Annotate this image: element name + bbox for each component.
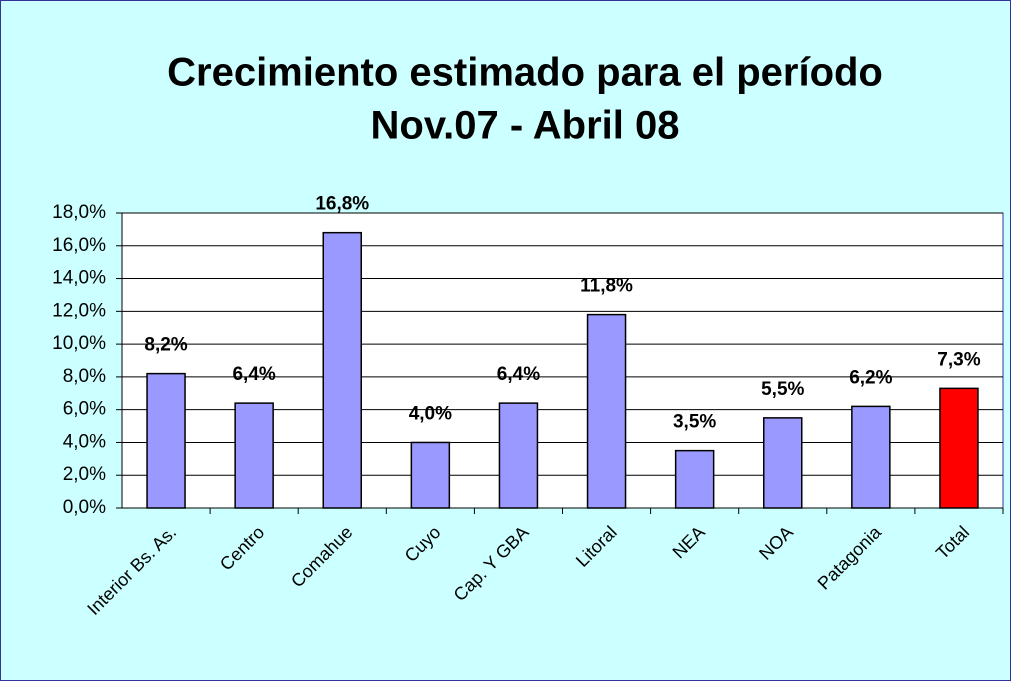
y-tick-label: 0,0% [63, 497, 106, 518]
bar [410, 441, 451, 509]
bar [498, 402, 539, 509]
value-label: 6,4% [497, 364, 540, 385]
value-label: 4,0% [409, 403, 452, 424]
y-tick-label: 16,0% [52, 235, 106, 256]
value-label: 6,2% [849, 367, 892, 388]
y-tick-label: 10,0% [52, 333, 106, 354]
y-tick-label: 2,0% [63, 464, 106, 485]
value-label: 11,8% [580, 276, 633, 297]
value-label: 5,5% [761, 379, 804, 400]
bar [939, 387, 979, 509]
y-tick-label: 18,0% [52, 202, 106, 223]
y-tick-label: 6,0% [63, 399, 106, 420]
value-label: 8,2% [144, 335, 187, 356]
bar [234, 402, 274, 509]
bar [146, 372, 186, 509]
chart-title: Crecimiento estimado para el período [167, 51, 883, 95]
value-label: 3,5% [673, 412, 716, 433]
bar [674, 449, 715, 509]
y-tick-label: 4,0% [63, 431, 106, 452]
bar [322, 231, 362, 509]
y-tick-label: 8,0% [63, 366, 106, 387]
value-label: 6,4% [232, 364, 275, 385]
bar [851, 405, 891, 509]
y-tick-label: 12,0% [52, 300, 106, 321]
value-label: 7,3% [937, 349, 980, 370]
bar [586, 313, 627, 509]
value-label: 16,8% [315, 194, 369, 215]
y-tick-label: 14,0% [52, 268, 106, 289]
chart-title: Nov.07 - Abril 08 [371, 104, 680, 148]
bar [763, 417, 803, 509]
